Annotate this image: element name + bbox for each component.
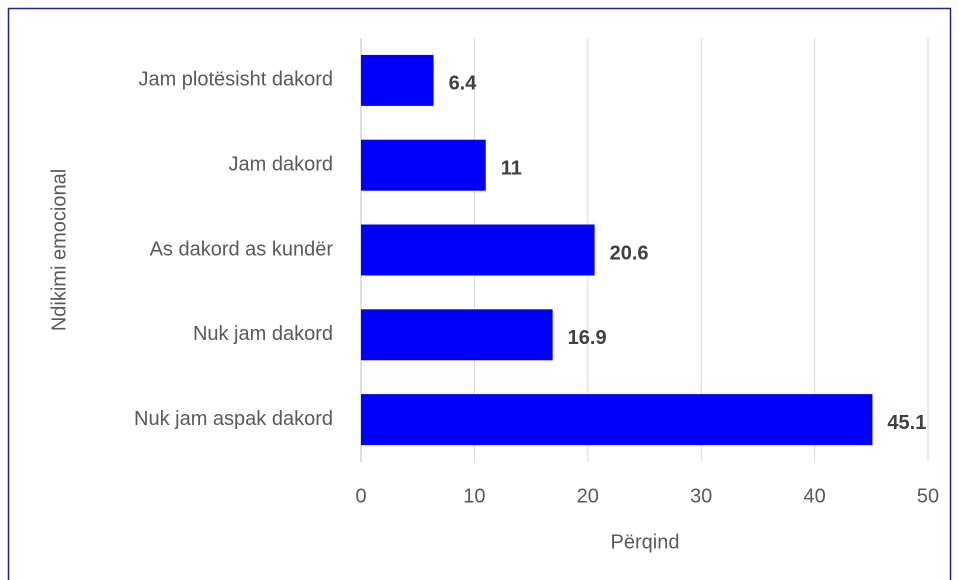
bar [361, 54, 434, 106]
x-axis-title: Përqind [611, 531, 680, 553]
x-tick-label: 40 [803, 485, 825, 507]
data-label: 20.6 [610, 242, 649, 264]
x-tick-label: 20 [577, 485, 599, 507]
x-tick-label: 0 [355, 485, 366, 507]
y-tick-label: As dakord as kundër [150, 238, 334, 260]
y-axis-title: Ndikimi emocional [48, 169, 70, 331]
x-tick-label: 50 [917, 485, 939, 507]
data-label: 6.4 [449, 73, 478, 95]
y-tick-label: Jam dakord [229, 153, 334, 175]
bar [361, 224, 595, 276]
x-tick-label: 10 [463, 485, 485, 507]
y-tick-label: Nuk jam aspak dakord [134, 408, 333, 430]
data-label: 16.9 [568, 327, 607, 349]
data-label: 45.1 [887, 412, 926, 434]
bar [361, 394, 873, 446]
data-label: 11 [501, 157, 522, 179]
y-tick-label: Jam plotësisht dakord [138, 69, 333, 91]
x-tick-label: 30 [690, 485, 712, 507]
y-tick-label: Nuk jam dakord [193, 323, 333, 345]
frame [7, 7, 952, 580]
bar [361, 309, 553, 361]
bar [361, 139, 486, 191]
